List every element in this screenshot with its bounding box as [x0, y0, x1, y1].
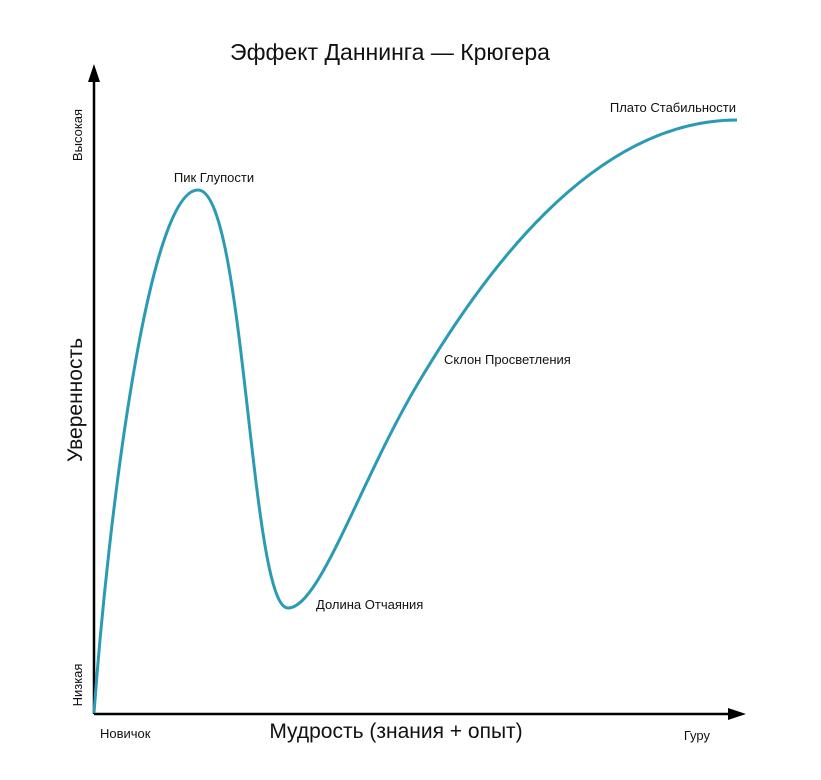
title: Эффект Даннинга — Крюгера: [230, 39, 550, 65]
y-low-label: Низкая: [70, 664, 85, 707]
y-high-label: Высокая: [70, 109, 85, 161]
annotation: Долина Отчаяния: [316, 597, 423, 612]
annotation: Пик Глупости: [174, 170, 254, 185]
x-low-label: Новичок: [100, 726, 151, 741]
annotation: Плато Стабильности: [610, 100, 736, 115]
curve: [92, 118, 738, 714]
annotation: Склон Просветления: [444, 352, 571, 367]
x-axis-label: Мудрость (знания + опыт): [269, 720, 522, 743]
y-axis-label: Уверенность: [64, 338, 87, 462]
y-axis-arrow: [88, 64, 100, 82]
x-high-label: Гуру: [684, 728, 711, 743]
x-axis-arrow: [728, 708, 746, 720]
